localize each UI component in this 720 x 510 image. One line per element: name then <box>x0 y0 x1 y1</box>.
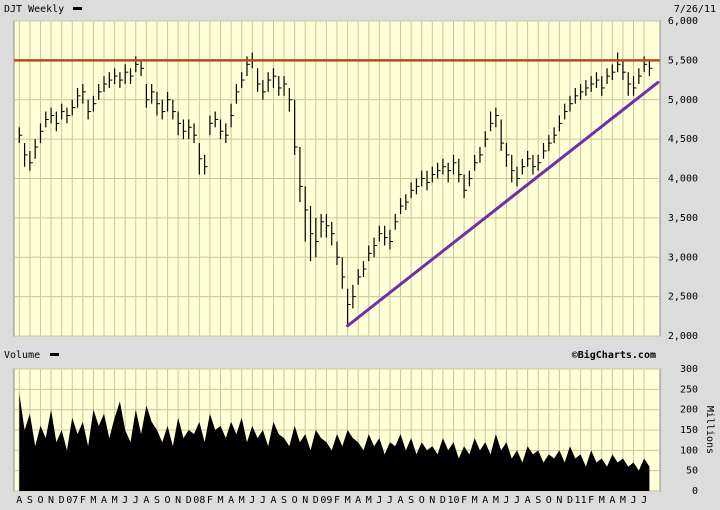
x-tick-label: O <box>546 495 552 506</box>
x-tick-label: D <box>186 495 192 506</box>
x-tick-label: F <box>207 495 213 506</box>
x-tick-label: A <box>398 495 404 506</box>
y-tick-label: 5,500 <box>668 55 698 66</box>
x-tick-label: M <box>90 495 96 506</box>
y-tick-label: 4,500 <box>668 134 698 145</box>
x-tick-label: J <box>387 495 393 506</box>
volume-title: Volume <box>4 350 40 361</box>
y-tick-label: 2,500 <box>668 292 698 303</box>
x-tick-label: M <box>599 495 605 506</box>
x-tick-label: 08 <box>193 495 205 506</box>
x-tick-label: A <box>609 495 615 506</box>
x-tick-label: M <box>472 495 478 506</box>
x-tick-label: S <box>408 495 414 506</box>
x-tick-label: 11 <box>575 495 587 506</box>
x-tick-label: J <box>260 495 266 506</box>
x-tick-label: J <box>503 495 509 506</box>
y-tick-label: 3,500 <box>668 213 698 224</box>
x-tick-label: D <box>313 495 319 506</box>
x-tick-label: N <box>48 495 54 506</box>
x-tick-label: S <box>535 495 541 506</box>
x-tick-label: M <box>493 495 499 506</box>
x-tick-label: 07 <box>66 495 78 506</box>
source: ©BigCharts.com <box>572 349 656 361</box>
y-tick-label: 5,000 <box>668 95 698 106</box>
x-tick-label: F <box>334 495 340 506</box>
x-tick-label: N <box>302 495 308 506</box>
x-tick-label: J <box>122 495 128 506</box>
y-tick-label: 4,000 <box>668 174 698 185</box>
x-tick-label: M <box>620 495 626 506</box>
y-tick-label: 50 <box>686 466 698 477</box>
y-tick-label: 250 <box>680 384 698 395</box>
x-tick-label: A <box>525 495 531 506</box>
legend-swatch <box>50 353 59 356</box>
volume-area <box>19 393 650 491</box>
y-tick-label: 200 <box>680 405 698 416</box>
chart-date: 7/26/11 <box>674 4 716 15</box>
x-tick-label: F <box>80 495 86 506</box>
y-tick-label: 3,000 <box>668 252 698 263</box>
y-tick-label: 100 <box>680 445 698 456</box>
x-tick-label: 10 <box>447 495 459 506</box>
x-tick-label: O <box>292 495 298 506</box>
y-tick-label: 6,000 <box>668 16 698 27</box>
x-tick-label: M <box>239 495 245 506</box>
y-tick-label: 2,000 <box>668 331 698 342</box>
x-tick-label: O <box>419 495 425 506</box>
x-tick-label: D <box>567 495 573 506</box>
x-tick-label: D <box>440 495 446 506</box>
x-tick-label: N <box>429 495 435 506</box>
x-tick-label: D <box>59 495 65 506</box>
x-tick-label: J <box>631 495 637 506</box>
x-tick-label: S <box>281 495 287 506</box>
x-tick-label: A <box>101 495 107 506</box>
x-tick-label: J <box>133 495 139 506</box>
x-tick-label: S <box>154 495 160 506</box>
x-tick-label: A <box>270 495 276 506</box>
x-tick-label: F <box>588 495 594 506</box>
x-tick-label: O <box>165 495 171 506</box>
x-tick-label: A <box>482 495 488 506</box>
x-tick-label: J <box>249 495 255 506</box>
x-tick-label: F <box>461 495 467 506</box>
x-tick-label: A <box>355 495 361 506</box>
y-tick-label: 300 <box>680 364 698 375</box>
x-tick-label: M <box>112 495 118 506</box>
chart-title: DJT Weekly <box>4 4 64 15</box>
x-tick-label: O <box>37 495 43 506</box>
x-tick-label: A <box>16 495 22 506</box>
trend-line <box>346 80 660 328</box>
x-tick-label: M <box>366 495 372 506</box>
x-tick-label: M <box>345 495 351 506</box>
x-tick-label: A <box>228 495 234 506</box>
x-tick-label: N <box>175 495 181 506</box>
x-tick-label: A <box>143 495 149 506</box>
y-tick-label: 0 <box>692 486 698 497</box>
x-tick-label: J <box>641 495 647 506</box>
x-tick-label: S <box>27 495 33 506</box>
legend-swatch <box>73 7 82 10</box>
y-axis-title: Millions <box>704 406 715 454</box>
x-tick-label: 09 <box>320 495 332 506</box>
x-tick-label: J <box>514 495 520 506</box>
x-tick-label: M <box>217 495 223 506</box>
x-tick-label: J <box>376 495 382 506</box>
y-tick-label: 150 <box>680 425 698 436</box>
x-tick-label: N <box>556 495 562 506</box>
